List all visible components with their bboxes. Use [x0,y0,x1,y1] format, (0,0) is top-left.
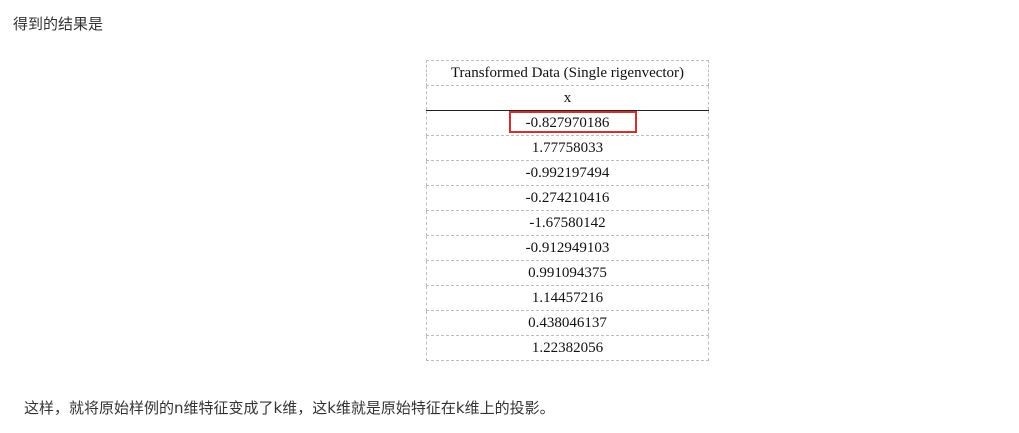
table-row: 0.438046137 [426,310,709,336]
table-row: -0.992197494 [426,160,709,186]
cell-value: -0.827970186 [525,115,610,131]
table-cell: -1.67580142 [426,210,709,236]
table-row: 1.22382056 [426,335,709,361]
table-row: -0.827970186 [426,110,709,136]
table-row: -1.67580142 [426,210,709,236]
table-cell: -0.274210416 [426,185,709,211]
transformed-data-table: Transformed Data (Single rigenvector) x … [426,60,709,361]
table-row: 0.991094375 [426,260,709,286]
table-cell: -0.827970186 [426,110,709,136]
table-cell: 1.22382056 [426,335,709,361]
table-row: 1.14457216 [426,285,709,311]
table-row: -0.912949103 [426,235,709,261]
table-cell: 1.77758033 [426,135,709,161]
table-title-row: Transformed Data (Single rigenvector) [426,60,709,86]
table-cell: -0.992197494 [426,160,709,186]
table-row: 1.77758033 [426,135,709,161]
outro-text: 这样，就将原始样例的n维特征变成了k维，这k维就是原始特征在k维上的投影。 [24,399,555,417]
table-cell: 0.438046137 [426,310,709,336]
column-header-x: x [426,85,709,111]
table-title: Transformed Data (Single rigenvector) [426,60,709,86]
table-row: -0.274210416 [426,185,709,211]
table-cell: -0.912949103 [426,235,709,261]
intro-text: 得到的结果是 [13,15,104,33]
table-column-header-row: x [426,85,709,111]
table-cell: 0.991094375 [426,260,709,286]
table-cell: 1.14457216 [426,285,709,311]
